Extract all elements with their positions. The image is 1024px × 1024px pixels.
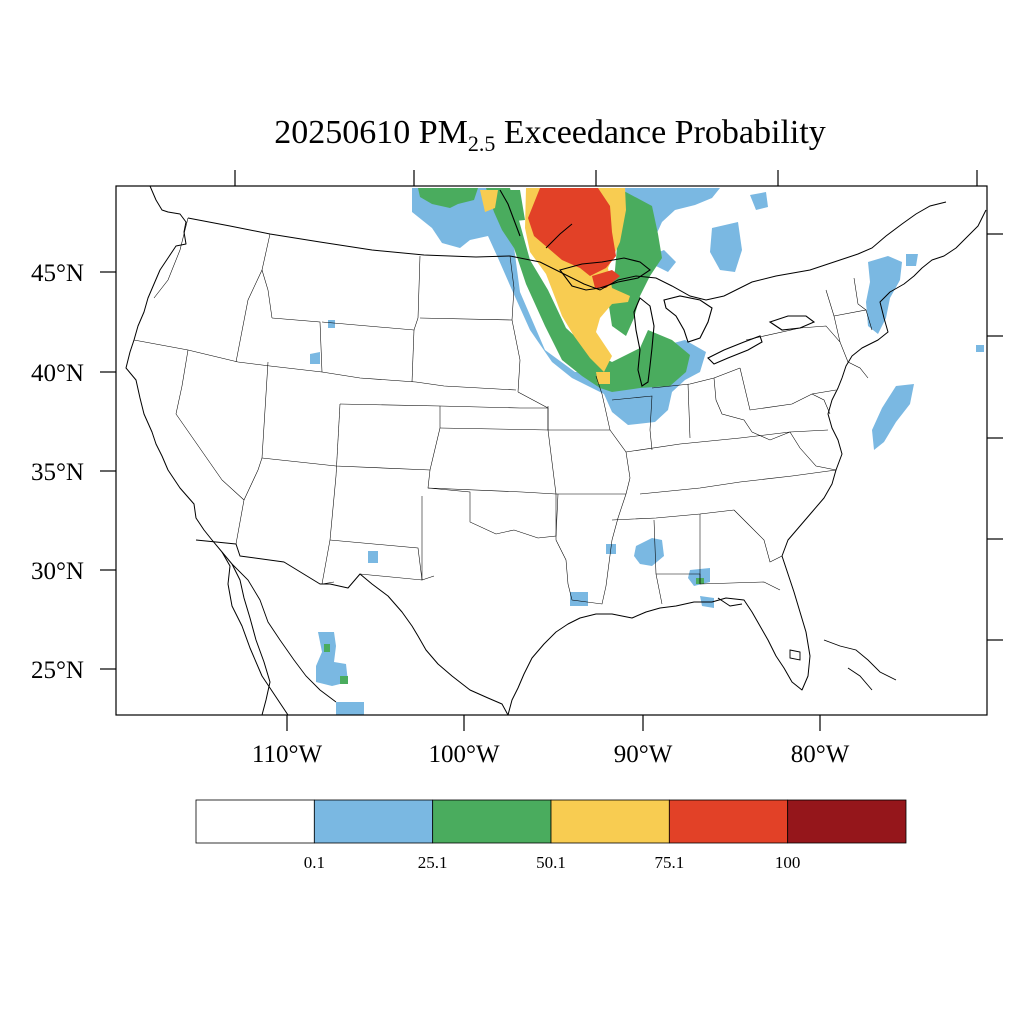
lon-label: 110°W: [252, 741, 323, 768]
lake-superior: [559, 257, 651, 291]
top-ticks: [234, 170, 978, 186]
colorbar-swatch: [668, 799, 789, 844]
figure-title: 20250610 PM2.5 Exceedance Probability: [274, 114, 826, 156]
lat-label: 30°N: [31, 558, 84, 585]
lake-huron: [663, 295, 713, 343]
colorbar-swatch: [313, 799, 434, 844]
lat-label: 45°N: [31, 260, 84, 287]
state-borders: [133, 217, 873, 605]
colorbar-swatch: [432, 799, 552, 844]
colorbar-swatch: [550, 799, 670, 844]
lake-erie: [707, 335, 763, 365]
colorbar-label: 75.1: [654, 853, 684, 872]
latitude-labels: 45°N 40°N 35°N 30°N 25°N: [31, 260, 84, 684]
lat-label: 40°N: [31, 360, 84, 387]
coastline: [125, 186, 987, 715]
lon-label: 90°W: [614, 741, 673, 768]
colorbar-swatch: [195, 799, 315, 844]
mexico-coast: [231, 563, 897, 703]
national-borders: [187, 201, 947, 301]
lat-label: 35°N: [31, 459, 84, 486]
right-ticks: [987, 233, 1003, 641]
great-lakes: [499, 189, 816, 387]
lake-winnipeg-edge: [499, 189, 521, 237]
left-ticks: [100, 271, 116, 670]
probability-field-red: [528, 188, 620, 288]
title-subscript: 2.5: [468, 131, 496, 156]
map-panel: [116, 186, 987, 715]
lon-label: 80°W: [791, 741, 850, 768]
title-species: PM: [419, 114, 468, 151]
lat-label: 25°N: [31, 657, 84, 684]
title-suffix: Exceedance Probability: [504, 114, 826, 151]
map-frame: [115, 185, 988, 716]
colorbar: 0.1 25.1 50.1 75.1 100: [195, 799, 907, 872]
colorbar-swatch: [787, 799, 907, 844]
lake-michigan: [633, 297, 655, 387]
colorbar-label: 100: [775, 853, 801, 872]
colorbar-label: 25.1: [418, 853, 448, 872]
bottom-ticks: [286, 715, 821, 731]
lake-ontario: [768, 315, 816, 331]
colorbar-label: 50.1: [536, 853, 566, 872]
longitude-labels: 110°W 100°W 90°W 80°W: [252, 741, 850, 768]
colorbar-label: 0.1: [304, 853, 325, 872]
title-date: 20250610: [274, 114, 410, 151]
lon-label: 100°W: [428, 741, 499, 768]
